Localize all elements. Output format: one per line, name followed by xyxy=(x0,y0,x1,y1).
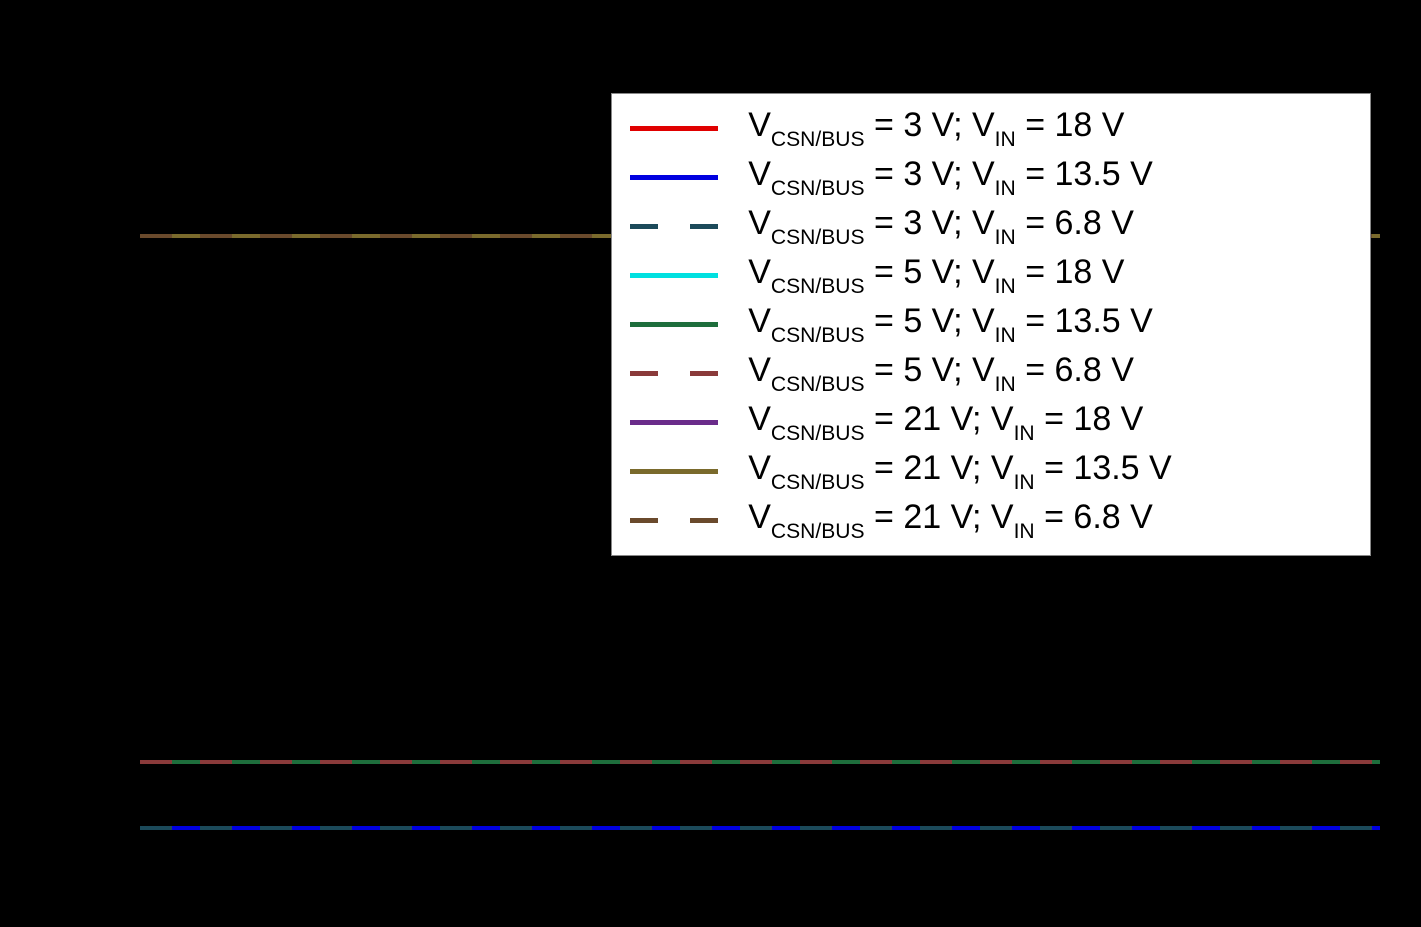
legend-label: VCSN/BUS = 5 V; VIN = 18 V xyxy=(748,255,1124,295)
legend-label: VCSN/BUS = 5 V; VIN = 6.8 V xyxy=(748,353,1134,393)
legend-row: VCSN/BUS = 21 V; VIN = 13.5 V xyxy=(630,447,1352,496)
legend-label: VCSN/BUS = 21 V; VIN = 18 V xyxy=(748,402,1143,442)
legend-row: VCSN/BUS = 5 V; VIN = 6.8 V xyxy=(630,349,1352,398)
legend-label: VCSN/BUS = 3 V; VIN = 13.5 V xyxy=(748,157,1153,197)
legend-swatch xyxy=(630,322,718,327)
series-line xyxy=(140,826,1380,830)
legend-swatch xyxy=(630,518,718,523)
legend-swatch xyxy=(630,273,718,278)
legend-row: VCSN/BUS = 5 V; VIN = 13.5 V xyxy=(630,300,1352,349)
legend-swatch xyxy=(630,126,718,131)
legend-swatch xyxy=(630,175,718,180)
legend-row: VCSN/BUS = 3 V; VIN = 6.8 V xyxy=(630,202,1352,251)
legend-swatch xyxy=(630,371,718,376)
legend-label: VCSN/BUS = 21 V; VIN = 6.8 V xyxy=(748,500,1153,540)
legend-row: VCSN/BUS = 21 V; VIN = 18 V xyxy=(630,398,1352,447)
series-line xyxy=(140,760,1380,764)
line-chart: VCSN/BUS = 3 V; VIN = 18 V VCSN/BUS = 3 V… xyxy=(0,0,1421,927)
legend-swatch xyxy=(630,469,718,474)
chart-legend: VCSN/BUS = 3 V; VIN = 18 V VCSN/BUS = 3 V… xyxy=(611,93,1371,556)
legend-row: VCSN/BUS = 21 V; VIN = 6.8 V xyxy=(630,496,1352,545)
legend-label: VCSN/BUS = 5 V; VIN = 13.5 V xyxy=(748,304,1153,344)
legend-row: VCSN/BUS = 3 V; VIN = 13.5 V xyxy=(630,153,1352,202)
legend-swatch xyxy=(630,420,718,425)
legend-row: VCSN/BUS = 5 V; VIN = 18 V xyxy=(630,251,1352,300)
legend-row: VCSN/BUS = 3 V; VIN = 18 V xyxy=(630,104,1352,153)
legend-label: VCSN/BUS = 3 V; VIN = 6.8 V xyxy=(748,206,1134,246)
legend-swatch xyxy=(630,224,718,229)
legend-label: VCSN/BUS = 21 V; VIN = 13.5 V xyxy=(748,451,1172,491)
legend-label: VCSN/BUS = 3 V; VIN = 18 V xyxy=(748,108,1124,148)
